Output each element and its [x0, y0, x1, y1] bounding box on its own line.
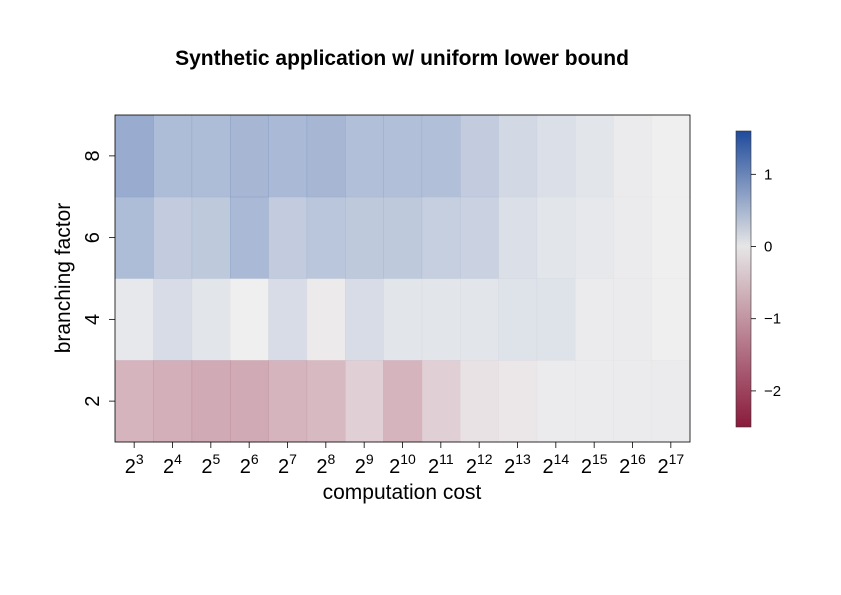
- heatmap-cell: [498, 196, 538, 279]
- heatmap-cell: [345, 360, 384, 443]
- heatmap-cell: [191, 196, 231, 279]
- x-tick-label: 27: [278, 451, 297, 478]
- x-tick-label: 25: [201, 451, 220, 478]
- heatmap-cell: [498, 360, 538, 443]
- heatmap-cell: [383, 115, 423, 198]
- heatmap-cell: [421, 115, 461, 198]
- x-tick-label: 23: [125, 451, 144, 478]
- colorbar-tick-label: 1: [764, 166, 772, 183]
- y-tick-label: 2: [82, 396, 104, 407]
- heatmap-cell: [575, 115, 614, 198]
- heatmap-cell: [345, 278, 384, 361]
- heatmap-cell: [268, 360, 308, 443]
- heatmap-cell: [421, 360, 461, 443]
- heatmap-cell: [536, 196, 576, 279]
- heatmap-cell: [383, 278, 423, 361]
- heatmap-cell: [421, 196, 461, 279]
- heatmap-cell: [191, 115, 231, 198]
- heatmap-cell: [651, 115, 691, 198]
- x-tick-label: 211: [428, 451, 454, 478]
- heatmap-cell: [115, 360, 154, 443]
- heatmap-cell: [421, 278, 461, 361]
- heatmap-cell: [613, 278, 653, 361]
- heatmap-cell: [230, 196, 269, 279]
- heatmap-cell: [306, 115, 346, 198]
- heatmap-cell: [230, 360, 269, 443]
- heatmap-cell: [651, 196, 691, 279]
- heatmap-cell: [115, 115, 154, 198]
- heatmap-cell: [498, 115, 538, 198]
- heatmap-cell: [651, 360, 691, 443]
- x-tick-label: 28: [316, 451, 335, 478]
- x-tick-label: 217: [657, 451, 684, 478]
- x-tick-label: 214: [542, 451, 569, 478]
- heatmap-cell: [536, 115, 576, 198]
- colorbar-tick-label: −2: [764, 383, 781, 400]
- y-tick-label: 6: [82, 232, 104, 243]
- heatmap-cell: [230, 278, 269, 361]
- heatmap-cell: [498, 278, 538, 361]
- heatmap-cell: [575, 278, 614, 361]
- heatmap-cell: [306, 278, 346, 361]
- heatmap-cell: [115, 196, 154, 279]
- x-tick-label: 24: [163, 451, 182, 478]
- y-tick-label: 8: [82, 150, 104, 161]
- y-axis-label: branching factor: [52, 203, 75, 354]
- heatmap-cell: [613, 196, 653, 279]
- x-tick-label: 210: [389, 451, 416, 478]
- x-tick-label: 215: [581, 451, 608, 478]
- heatmap-cell: [383, 360, 423, 443]
- heatmap-cell: [575, 360, 614, 443]
- heatmap-cell: [575, 196, 614, 279]
- heatmap-cell: [268, 278, 308, 361]
- heatmap-cell: [460, 360, 499, 443]
- heatmap-cell: [268, 196, 308, 279]
- chart-title: Synthetic application w/ uniform lower b…: [175, 47, 629, 70]
- colorbar-gradient: [735, 130, 752, 428]
- heatmap-cells: [115, 115, 691, 443]
- heatmap-cell: [306, 360, 346, 443]
- heatmap-cell: [536, 360, 576, 443]
- heatmap-cell: [460, 196, 499, 279]
- heatmap-cell: [153, 115, 193, 198]
- x-axis-ticks: 23 24 25 26 27 28 29 210 211 212 213 214 215 216 217: [125, 442, 684, 478]
- heatmap-cell: [613, 115, 653, 198]
- heatmap-cell: [153, 278, 193, 361]
- heatmap-cell: [115, 278, 154, 361]
- heatmap-cell: [460, 278, 499, 361]
- heatmap-cell: [153, 196, 193, 279]
- x-tick-label: 26: [240, 451, 259, 478]
- x-tick-label: 212: [466, 451, 493, 478]
- colorbar-ticks: 1 0 −1 −2: [751, 166, 781, 400]
- heatmap-cell: [268, 115, 308, 198]
- heatmap-cell: [345, 196, 384, 279]
- heatmap-cell: [345, 115, 384, 198]
- x-tick-label: 216: [619, 451, 646, 478]
- heatmap-cell: [460, 115, 499, 198]
- y-axis-ticks: 8 6 4 2: [82, 150, 115, 407]
- heatmap-cell: [383, 196, 423, 279]
- heatmap-cell: [306, 196, 346, 279]
- heatmap-cell: [153, 360, 193, 443]
- heatmap-cell: [613, 360, 653, 443]
- heatmap-cell: [191, 360, 231, 443]
- y-tick-label: 4: [82, 314, 104, 325]
- heatmap-cell: [651, 278, 691, 361]
- x-tick-label: 213: [504, 451, 531, 478]
- heatmap-cell: [536, 278, 576, 361]
- x-tick-label: 29: [355, 451, 374, 478]
- colorbar-tick-label: −1: [764, 311, 781, 328]
- x-axis-label: computation cost: [323, 481, 482, 504]
- colorbar-tick-label: 0: [764, 239, 772, 256]
- colorbar: 1 0 −1 −2: [735, 130, 781, 428]
- heatmap-cell: [191, 278, 231, 361]
- heatmap-cell: [230, 115, 269, 198]
